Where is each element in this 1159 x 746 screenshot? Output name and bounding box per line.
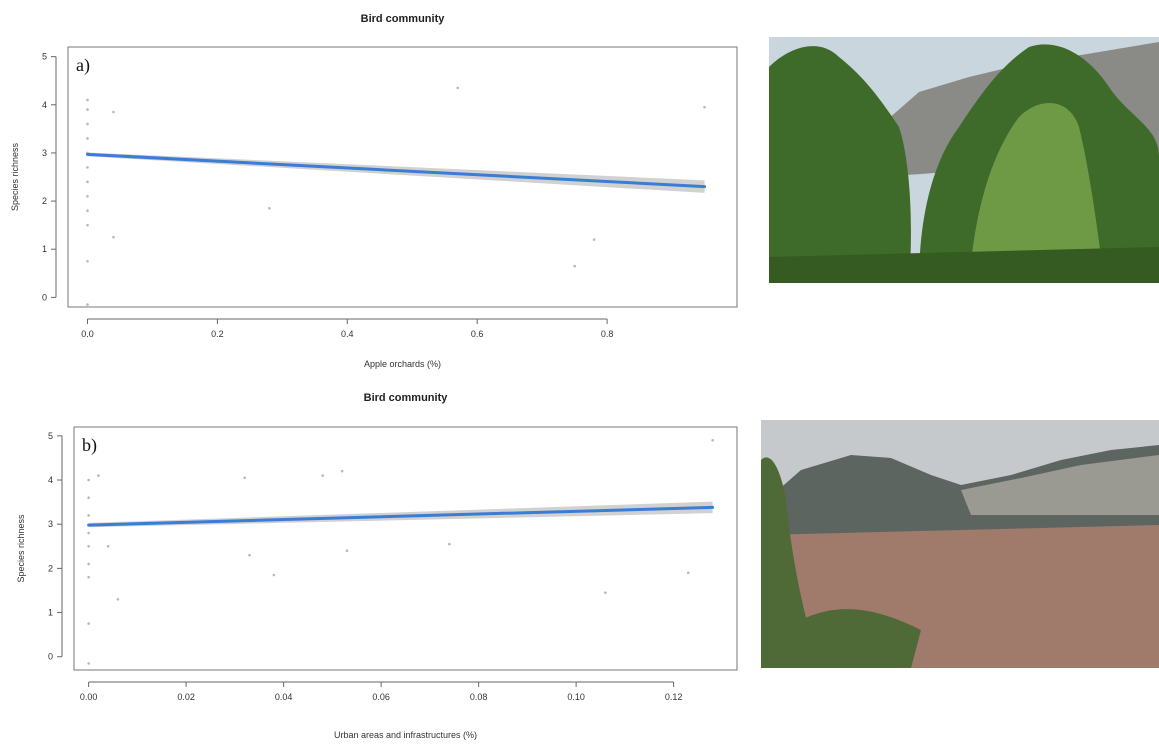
x-axis-label: Urban areas and infrastructures (%) xyxy=(334,730,477,740)
regression-line xyxy=(87,505,715,527)
data-point xyxy=(86,122,89,126)
data-point xyxy=(112,235,115,239)
data-point xyxy=(711,438,714,442)
y-tick-label: 1 xyxy=(48,608,53,618)
regression-line xyxy=(85,152,707,189)
y-tick-label: 3 xyxy=(42,148,47,158)
data-point xyxy=(345,549,349,553)
photo-a-tree-light xyxy=(969,103,1104,283)
x-tick-label: 0.06 xyxy=(372,692,390,702)
photo-a-grass xyxy=(769,247,1159,283)
data-point xyxy=(87,496,90,499)
x-tick-label: 0.02 xyxy=(177,692,195,702)
data-point xyxy=(321,474,324,477)
orchard-photo-image xyxy=(769,37,1159,283)
chart-a-svg: Bird community a) 0 1 2 3 4 5 0.0 0.2 0.4 0.6 0.8 App… xyxy=(10,13,738,369)
x-tick-label: 0.0 xyxy=(81,329,94,339)
data-point xyxy=(573,264,576,268)
data-point xyxy=(86,98,89,102)
data-point xyxy=(703,105,706,109)
data-point xyxy=(106,544,110,548)
chart-title: Bird community xyxy=(364,392,449,404)
x-axis-label: Apple orchards (%) xyxy=(364,359,441,369)
data-point xyxy=(456,86,460,90)
data-point xyxy=(87,478,90,482)
y-tick-label: 1 xyxy=(42,244,47,254)
data-point xyxy=(112,110,115,114)
panel-label: a) xyxy=(76,55,90,76)
data-point xyxy=(87,575,90,579)
y-tick-label: 0 xyxy=(48,652,53,662)
data-point xyxy=(686,571,690,575)
y-tick-label: 3 xyxy=(48,519,53,529)
y-tick-label: 5 xyxy=(42,52,47,62)
chart-panel-b: Bird community b) 0 1 2 3 4 5 0.00 0.02 0.04 0.06 0.… xyxy=(0,385,760,746)
data-point xyxy=(86,223,89,227)
data-point xyxy=(86,108,89,111)
y-axis-label: Species richness xyxy=(16,514,26,583)
data-point xyxy=(97,474,100,477)
data-point xyxy=(87,514,90,517)
town-photo-image xyxy=(761,420,1159,668)
data-point xyxy=(87,544,90,548)
x-tick-label: 0.08 xyxy=(470,692,488,702)
data-point xyxy=(248,553,251,557)
data-point xyxy=(604,591,607,594)
x-tick-label: 0.04 xyxy=(275,692,293,702)
data-point xyxy=(592,238,596,241)
y-tick-label: 4 xyxy=(48,475,53,485)
orchard-photo xyxy=(769,37,1159,283)
plot-frame xyxy=(67,46,738,308)
photo-a-tree-left xyxy=(769,46,911,283)
x-tick-label: 0.12 xyxy=(665,692,683,702)
data-point xyxy=(86,303,89,306)
data-point xyxy=(86,209,89,213)
chart-panel-a: Bird community a) 0 1 2 3 4 5 0.0 0.2 0.4 0.6 0.8 App… xyxy=(0,0,760,385)
data-point xyxy=(87,662,90,665)
photo-b-tree-left xyxy=(761,457,821,668)
chart-b-svg: Bird community b) 0 1 2 3 4 5 0.00 0.02 0.04 0.06 0.… xyxy=(16,392,738,740)
data-point xyxy=(87,622,90,625)
plot-frame xyxy=(73,426,738,671)
data-point xyxy=(86,180,89,184)
data-point xyxy=(268,206,271,210)
data-point xyxy=(87,562,90,566)
y-tick-label: 0 xyxy=(42,292,47,302)
data-point xyxy=(86,194,89,198)
data-point xyxy=(86,259,89,263)
x-tick-label: 0.4 xyxy=(341,329,354,339)
photo-b-bushes xyxy=(791,609,921,668)
data-point xyxy=(448,542,451,546)
data-point xyxy=(243,476,246,480)
x-tick-label: 0.2 xyxy=(211,329,224,339)
chart-title: Bird community xyxy=(361,13,446,25)
y-tick-label: 2 xyxy=(48,563,53,573)
y-tick-label: 4 xyxy=(42,100,47,110)
town-photo xyxy=(761,420,1159,668)
data-point xyxy=(86,137,89,140)
y-tick-label: 5 xyxy=(48,431,53,441)
x-tick-label: 0.6 xyxy=(471,329,484,339)
x-tick-label: 0.00 xyxy=(80,692,98,702)
data-point xyxy=(340,469,344,473)
y-axis-label: Species richness xyxy=(10,142,20,211)
photo-b-cliff xyxy=(961,455,1159,515)
data-point xyxy=(116,598,120,601)
x-tick-label: 0.10 xyxy=(567,692,585,702)
panel-label: b) xyxy=(82,435,97,456)
x-tick-label: 0.8 xyxy=(601,329,614,339)
data-point xyxy=(87,531,90,535)
y-tick-label: 2 xyxy=(42,196,47,206)
data-point xyxy=(86,166,89,169)
data-point xyxy=(272,573,276,577)
